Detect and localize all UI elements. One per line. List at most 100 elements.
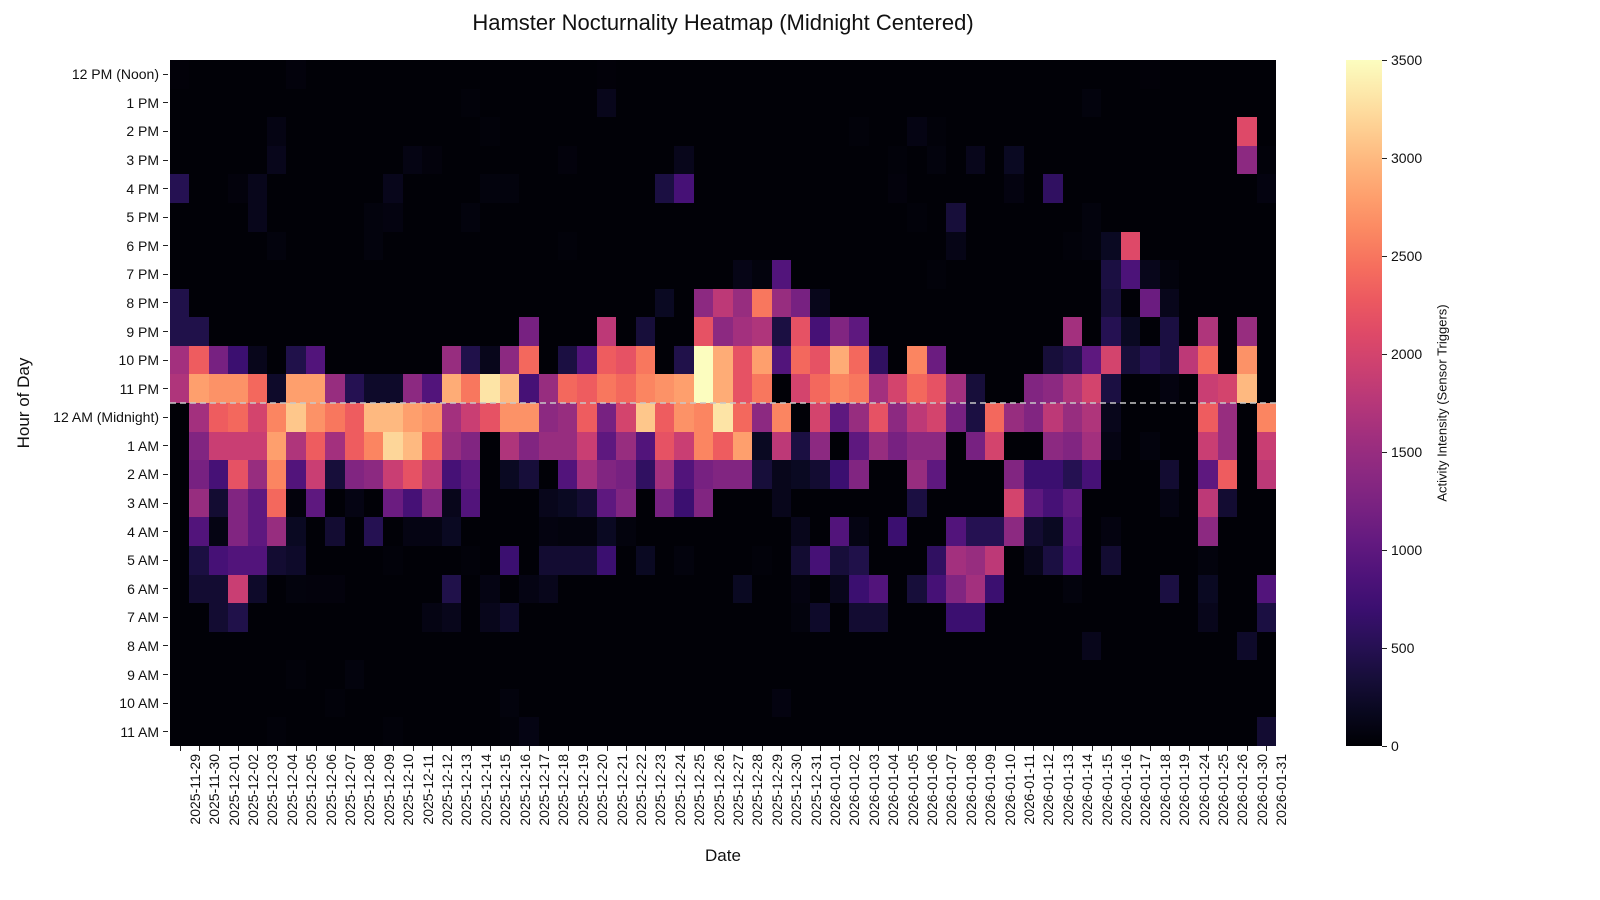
heatmap-cell — [480, 88, 500, 118]
heatmap-cell — [1237, 488, 1257, 518]
x-tick-label: 2025-12-27 — [713, 746, 746, 846]
heatmap-cell — [887, 660, 908, 689]
heatmap-cell — [868, 717, 888, 746]
heatmap-cell — [344, 660, 365, 689]
heatmap-cell — [1004, 374, 1024, 403]
heatmap-cell — [286, 688, 306, 718]
x-tick-label: 2026-01-10 — [985, 746, 1018, 846]
heatmap-cell — [829, 288, 850, 318]
heatmap-cell — [286, 317, 306, 346]
heatmap-cell — [286, 660, 306, 689]
heatmap-cell — [267, 403, 287, 432]
heatmap-cell — [655, 688, 675, 718]
heatmap-cell — [1217, 717, 1238, 746]
heatmap-cell — [1101, 345, 1121, 375]
heatmap-cell — [228, 631, 248, 661]
heatmap-cell — [1081, 317, 1102, 346]
heatmap-cell — [480, 288, 500, 318]
heatmap-cell — [480, 231, 500, 261]
heatmap-cell — [887, 231, 908, 261]
heatmap-cell — [305, 374, 326, 403]
heatmap-cell — [461, 174, 481, 203]
heatmap-cell — [267, 660, 287, 689]
heatmap-cell — [344, 60, 365, 89]
heatmap-cell — [1159, 403, 1179, 432]
heatmap-cell — [596, 374, 617, 403]
heatmap-cell — [364, 202, 384, 232]
heatmap-cell — [441, 145, 462, 175]
heatmap-cell — [1159, 431, 1179, 461]
heatmap-cell — [558, 88, 578, 118]
heatmap-cell — [849, 545, 869, 575]
heatmap-cell — [616, 488, 636, 518]
heatmap-cell — [1217, 688, 1238, 718]
heatmap-cell — [1062, 117, 1082, 146]
heatmap-cell — [441, 517, 462, 546]
heatmap-cell — [1237, 717, 1257, 746]
x-tick-label: 2025-12-08 — [344, 746, 377, 846]
colorbar-tick-labels: 0 500 1000 1500 2000 2500 3000 3500 — [1382, 52, 1442, 754]
heatmap-cell — [674, 374, 694, 403]
heatmap-cell — [984, 374, 1005, 403]
heatmap-cell — [655, 374, 675, 403]
heatmap-cell — [344, 631, 365, 661]
heatmap-cell — [383, 202, 403, 232]
heatmap-cell — [1120, 488, 1141, 518]
heatmap-cell — [461, 431, 481, 461]
heatmap-cell — [713, 688, 733, 718]
x-tick-label: 2026-01-12 — [1023, 746, 1056, 846]
heatmap-cell — [752, 317, 772, 346]
heatmap-cell — [1062, 517, 1082, 546]
heatmap-cell — [208, 288, 229, 318]
heatmap-cell — [713, 488, 733, 518]
heatmap-cell — [519, 60, 539, 89]
heatmap-cell — [907, 145, 927, 175]
heatmap-cell — [267, 345, 287, 375]
heatmap-cell — [344, 288, 365, 318]
heatmap-cell — [596, 574, 617, 604]
heatmap-cell — [1004, 603, 1024, 632]
heatmap-cell — [1023, 660, 1044, 689]
heatmap-cell — [849, 517, 869, 546]
heatmap-cell — [228, 145, 248, 175]
heatmap-cell — [790, 517, 811, 546]
heatmap-cell — [325, 545, 345, 575]
heatmap-cell — [170, 88, 190, 118]
x-tick-label: 2025-12-23 — [635, 746, 668, 846]
heatmap-cell — [422, 574, 442, 604]
heatmap-cell — [1023, 574, 1044, 604]
heatmap-cell — [771, 631, 791, 661]
heatmap-cell — [790, 660, 811, 689]
heatmap-cell — [189, 145, 209, 175]
heatmap-cell — [480, 345, 500, 375]
heatmap-cell — [1237, 117, 1257, 146]
heatmap-cell — [713, 460, 733, 489]
heatmap-cell — [1237, 202, 1257, 232]
heatmap-cell — [208, 345, 229, 375]
heatmap-cell — [1062, 345, 1082, 375]
heatmap-cell — [693, 574, 714, 604]
y-tick-label: 3 AM — [127, 493, 168, 513]
x-tick-label: 2025-12-11 — [403, 746, 436, 846]
heatmap-cell — [208, 517, 229, 546]
heatmap-cell — [1237, 545, 1257, 575]
heatmap-cell — [1120, 117, 1141, 146]
heatmap-cell — [984, 488, 1005, 518]
heatmap-cell — [965, 460, 985, 489]
heatmap-cell — [674, 117, 694, 146]
heatmap-cell — [984, 545, 1005, 575]
heatmap-cell — [1140, 488, 1160, 518]
heatmap-cell — [305, 431, 326, 461]
heatmap-cell — [887, 60, 908, 89]
heatmap-cell — [480, 688, 500, 718]
heatmap-cell — [1140, 574, 1160, 604]
heatmap-cell — [596, 460, 617, 489]
heatmap-cell — [616, 603, 636, 632]
heatmap-cell — [1043, 145, 1063, 175]
heatmap-cell — [170, 631, 190, 661]
heatmap-cell — [829, 145, 850, 175]
heatmap-cell — [519, 260, 539, 289]
heatmap-cell — [965, 88, 985, 118]
heatmap-cell — [577, 403, 597, 432]
heatmap-cell — [247, 545, 268, 575]
